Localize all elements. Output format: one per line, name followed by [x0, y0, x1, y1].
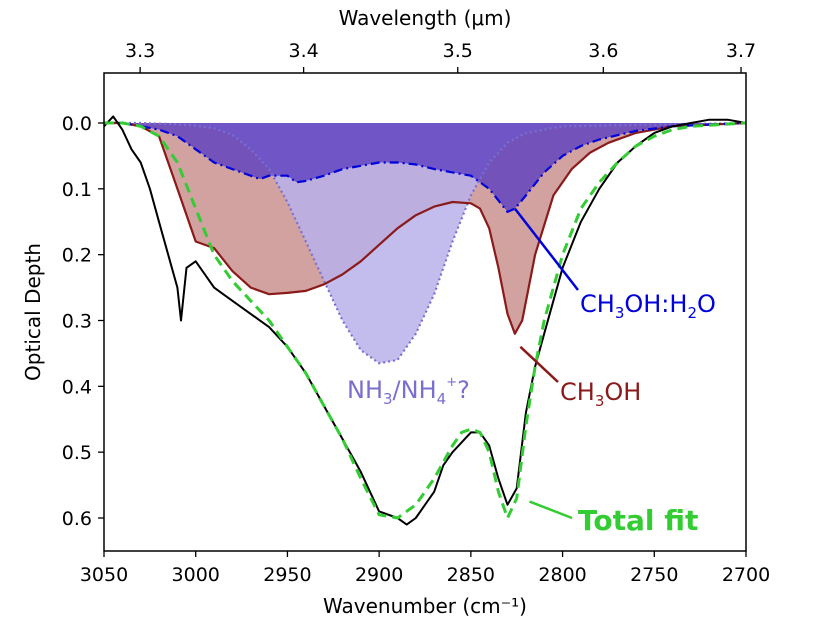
component-fills: [104, 123, 746, 364]
x-axis-title: Wavenumber (cm⁻¹): [323, 594, 527, 618]
top-tick-label: 3.6: [588, 40, 618, 62]
top-tick-label: 3.5: [443, 40, 473, 62]
y-tick-label: 0.0: [62, 113, 92, 135]
y-tick-label: 0.4: [62, 376, 92, 398]
x-tick-label: 2700: [722, 564, 770, 586]
x-tick-label: 2900: [355, 564, 403, 586]
annotation-nh3-nh4: NH3/NH4+?: [347, 375, 470, 408]
fill-4: [104, 123, 746, 212]
annotation-ch3oh: CH3OH: [560, 378, 641, 410]
series-line-3: [104, 121, 747, 365]
leader-ch3oh: [519, 345, 559, 383]
x-tick-label: 3050: [80, 564, 128, 586]
annotation-ch3oh-h2o: CH3OH:H2O: [580, 290, 716, 322]
leader-ch3oh-h2o: [513, 207, 579, 291]
leader-total-fit: [529, 500, 573, 520]
y-tick-label: 0.3: [62, 311, 92, 333]
x-tick-label: 2800: [538, 564, 586, 586]
top-tick-label: 3.4: [289, 40, 319, 62]
axis-ticks: 3050 3000 2950 2900 2850 2800 2750 2700 0.0 0.1 0.…: [62, 40, 770, 586]
annotation-leaders: [513, 207, 579, 520]
y-tick-label: 0.6: [62, 508, 92, 530]
series-line-2: [104, 121, 747, 335]
y-tick-label: 0.5: [62, 442, 92, 464]
top-axis-title: Wavelength (μm): [339, 6, 512, 30]
x-tick-label: 3000: [172, 564, 220, 586]
top-tick-label: 3.3: [125, 40, 155, 62]
annotation-total-fit: Total fit: [578, 504, 698, 537]
fill-3: [104, 123, 746, 364]
plot-frame: [103, 72, 747, 552]
x-tick-label: 2950: [263, 564, 311, 586]
y-axis-title: Optical Depth: [21, 243, 45, 381]
series-lines: [103, 115, 747, 526]
series-line-0: [104, 121, 747, 520]
y-tick-label: 0.2: [62, 245, 92, 267]
x-tick-label: 2850: [447, 564, 495, 586]
y-tick-label: 0.1: [62, 179, 92, 201]
series-line-1: [103, 115, 747, 526]
series-line-4: [104, 121, 747, 213]
x-tick-label: 2750: [630, 564, 678, 586]
top-tick-label: 3.7: [726, 40, 756, 62]
